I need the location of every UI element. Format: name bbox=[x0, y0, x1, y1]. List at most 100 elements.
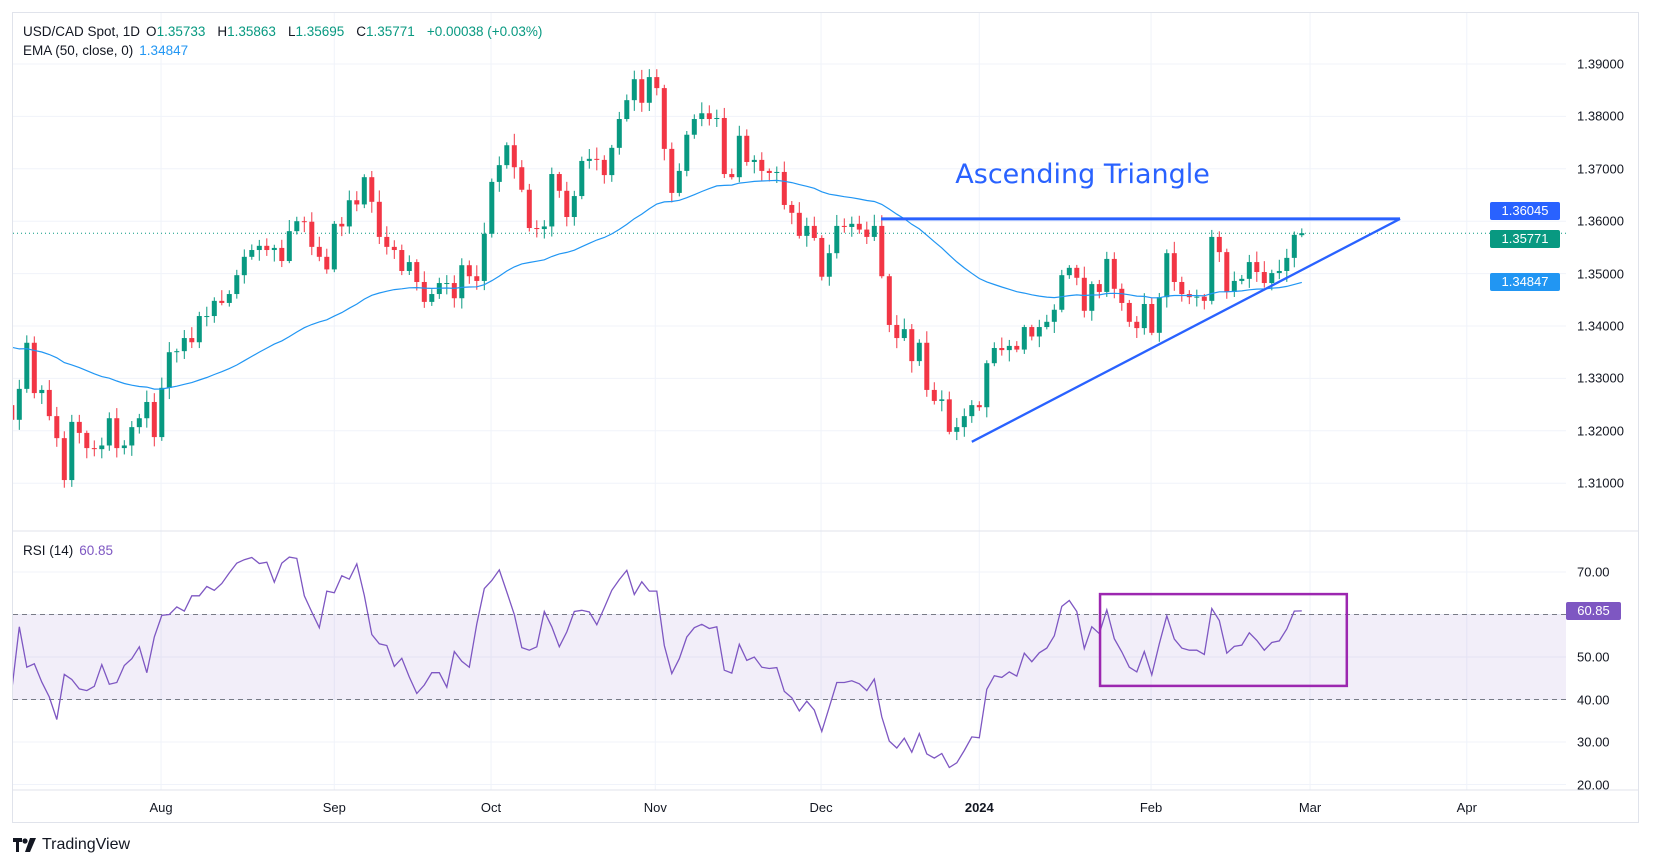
rsi-range-box[interactable] bbox=[1098, 592, 1349, 688]
candle bbox=[1201, 293, 1207, 310]
candle bbox=[714, 109, 720, 127]
resistance-price-label: 1.36045 bbox=[1490, 201, 1560, 220]
rsi-legend[interactable]: RSI (14) 60.85 bbox=[23, 543, 119, 558]
candle bbox=[781, 161, 787, 210]
candle bbox=[684, 131, 690, 177]
candle bbox=[504, 142, 510, 169]
open-value: 1.35733 bbox=[156, 24, 206, 39]
candle bbox=[31, 336, 37, 399]
candle bbox=[1171, 241, 1177, 291]
candle bbox=[969, 400, 975, 423]
candle bbox=[331, 220, 337, 273]
candle bbox=[444, 275, 450, 295]
candle-body bbox=[774, 171, 780, 173]
candle bbox=[609, 144, 615, 182]
trendlines[interactable] bbox=[881, 217, 1401, 443]
candle-body bbox=[751, 159, 757, 162]
candle bbox=[241, 249, 247, 284]
candle bbox=[549, 167, 555, 237]
candle-body bbox=[406, 262, 412, 271]
candle bbox=[286, 219, 292, 264]
candle-body bbox=[1036, 327, 1042, 337]
candle-body bbox=[159, 387, 165, 438]
candle-body bbox=[204, 316, 210, 318]
candle bbox=[1126, 299, 1132, 327]
candle-body bbox=[714, 117, 720, 120]
candle-body bbox=[661, 88, 667, 149]
candle bbox=[204, 306, 210, 327]
candle bbox=[46, 380, 52, 421]
candle-body bbox=[759, 159, 765, 171]
candle bbox=[594, 147, 600, 171]
ascending-triangle-annotation[interactable]: Ascending Triangle bbox=[955, 158, 1210, 190]
candle-body bbox=[616, 119, 622, 148]
candle-body bbox=[1029, 327, 1035, 337]
candle-body bbox=[331, 223, 337, 270]
candle-body bbox=[1254, 262, 1260, 273]
candle-body bbox=[421, 281, 427, 302]
candle-body bbox=[129, 427, 135, 446]
candle-body bbox=[106, 418, 112, 446]
candle bbox=[901, 318, 907, 341]
candle bbox=[1179, 276, 1185, 302]
price-tick-label: 1.38000 bbox=[1577, 108, 1624, 124]
candle-body bbox=[931, 389, 937, 401]
rsi-line[interactable] bbox=[12, 556, 1302, 769]
candle bbox=[294, 216, 300, 235]
candle-body bbox=[399, 250, 405, 271]
candle-body bbox=[1276, 270, 1282, 274]
candle bbox=[676, 163, 682, 197]
candle-body bbox=[811, 225, 817, 238]
ema-line[interactable] bbox=[12, 179, 1302, 390]
candle-body bbox=[999, 348, 1005, 351]
candle bbox=[24, 335, 30, 393]
price-tick-label: 1.34000 bbox=[1577, 318, 1624, 334]
candle-body bbox=[1231, 280, 1237, 292]
candle bbox=[226, 290, 232, 307]
candle-body bbox=[279, 247, 285, 262]
candle-body bbox=[354, 200, 360, 205]
candle bbox=[624, 94, 630, 122]
candle-body bbox=[324, 256, 330, 270]
candle bbox=[1164, 249, 1170, 308]
candle-body bbox=[1119, 288, 1125, 303]
candle bbox=[1051, 304, 1057, 333]
candle bbox=[706, 105, 712, 126]
candle bbox=[339, 217, 345, 237]
candle-body bbox=[1209, 236, 1215, 301]
candle bbox=[196, 311, 202, 349]
candle bbox=[474, 265, 480, 290]
symbol-title[interactable]: USD/CAD Spot, 1D bbox=[23, 24, 141, 39]
candle bbox=[1254, 251, 1260, 282]
candle bbox=[99, 437, 105, 459]
candle bbox=[481, 222, 487, 291]
candle-body bbox=[16, 388, 22, 420]
candle-body bbox=[841, 225, 847, 227]
candle-body bbox=[144, 401, 150, 419]
candle bbox=[526, 183, 532, 232]
chart-frame bbox=[12, 12, 1639, 823]
candle-body bbox=[991, 348, 997, 364]
candle-body bbox=[961, 416, 967, 428]
candle bbox=[601, 155, 607, 184]
candle bbox=[894, 315, 900, 349]
candle-body bbox=[1044, 321, 1050, 328]
candle bbox=[256, 239, 262, 261]
candle bbox=[466, 260, 472, 284]
candle bbox=[564, 181, 570, 227]
candle bbox=[1111, 252, 1117, 299]
tradingview-logo[interactable]: TradingView bbox=[13, 836, 130, 854]
ema-legend[interactable]: EMA (50, close, 0) 1.34847 bbox=[23, 43, 194, 58]
candle-body bbox=[601, 159, 607, 176]
candle bbox=[661, 84, 667, 161]
candle bbox=[271, 244, 277, 262]
candle-body bbox=[916, 342, 922, 362]
candle-body bbox=[939, 399, 945, 401]
candle-body bbox=[99, 445, 105, 450]
candle-body bbox=[879, 225, 885, 277]
candle-body bbox=[1021, 327, 1027, 350]
time-axis-label: Mar bbox=[1298, 800, 1322, 815]
candle bbox=[174, 348, 180, 363]
candle-body bbox=[744, 135, 750, 162]
